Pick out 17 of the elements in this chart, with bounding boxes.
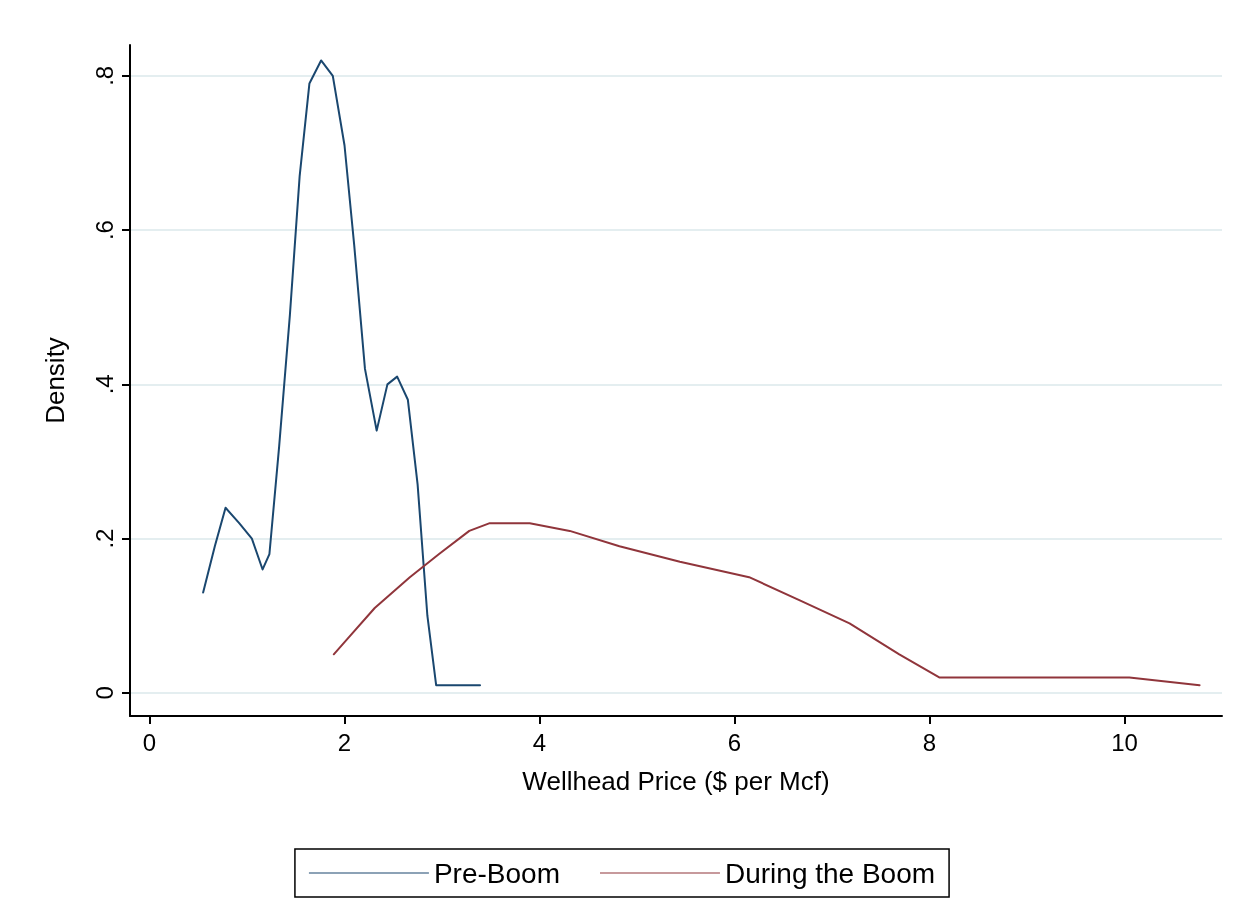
x-tick-label: 4 [532, 728, 547, 756]
x-tick-label: 0 [142, 728, 157, 756]
legend-label: During the Boom [724, 857, 936, 889]
y-axis-title: Density [40, 337, 70, 424]
y-tick-label: .6 [90, 220, 118, 241]
y-tick-label: .4 [90, 374, 118, 395]
x-tick-label: 2 [337, 728, 352, 756]
x-tick-label: 10 [1111, 728, 1138, 756]
y-tick-label: .8 [90, 65, 118, 86]
line-series [332, 522, 1201, 687]
y-tick-label: .2 [90, 528, 118, 549]
y-tick-label: 0 [90, 686, 118, 700]
legend-label: Pre-Boom [433, 857, 560, 889]
x-axis-title: Wellhead Price ($ per Mcf) [522, 766, 830, 796]
x-tick-label: 6 [727, 728, 742, 756]
x-tick-label: 8 [922, 728, 937, 756]
line-series [202, 59, 482, 687]
